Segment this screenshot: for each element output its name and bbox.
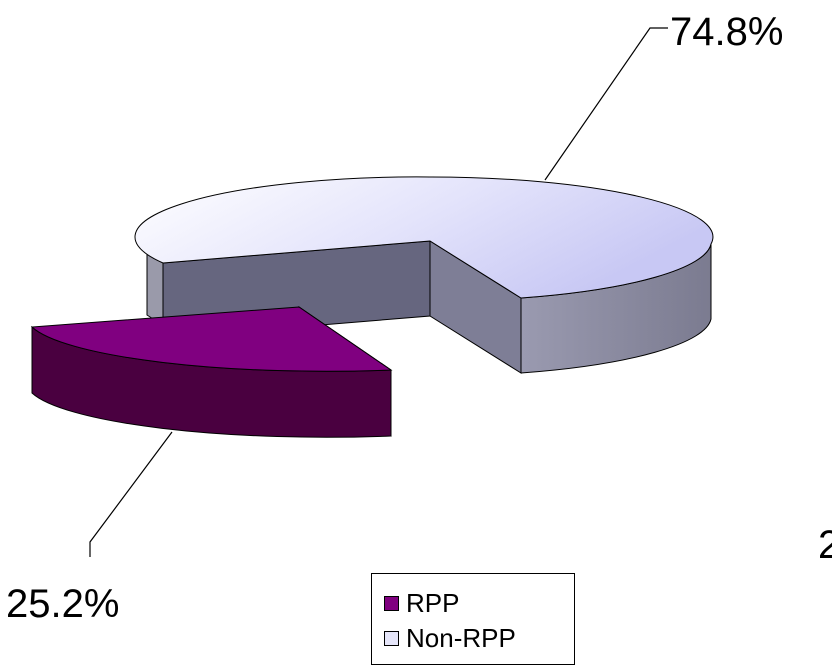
legend-label-rpp: RPP <box>406 587 460 618</box>
legend-item-rpp: RPP <box>384 587 460 618</box>
slice-rpp-top <box>30 306 393 372</box>
clipped-text-right-edge: 2 <box>818 523 832 567</box>
legend-swatch-non-rpp <box>384 630 399 646</box>
slice-rpp <box>30 306 393 438</box>
slice-non-rpp <box>134 176 714 374</box>
legend: RPP Non-RPP <box>371 573 575 665</box>
data-label-non-rpp: 74.8% <box>670 10 783 54</box>
legend-swatch-rpp <box>384 595 399 611</box>
leader-line-non-rpp <box>544 27 668 181</box>
legend-label-non-rpp: Non-RPP <box>406 622 516 653</box>
legend-item-non-rpp: Non-RPP <box>384 622 516 653</box>
leader-line-rpp <box>89 431 173 557</box>
slice-non-rpp-top <box>134 176 714 299</box>
data-label-rpp: 25.2% <box>6 582 119 626</box>
